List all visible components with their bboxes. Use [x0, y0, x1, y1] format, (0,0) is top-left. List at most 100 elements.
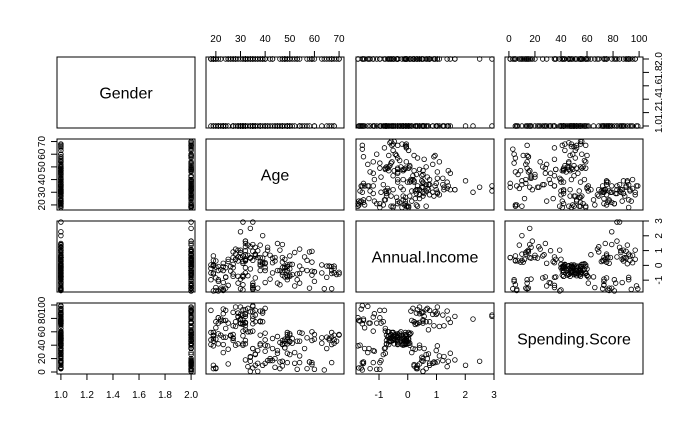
point-age-vs-gender-64	[188, 147, 194, 154]
point-annual-income-vs-age-202	[247, 225, 254, 232]
point-age-vs-spending-score-96	[567, 167, 573, 174]
point-spending-score-vs-annual-income-121	[407, 342, 413, 348]
point-age-vs-spending-score-192	[516, 185, 523, 192]
point-annual-income-vs-age-40	[324, 274, 330, 281]
point-annual-income-vs-age-119	[287, 261, 293, 268]
point-age-vs-annual-income-112	[404, 179, 411, 185]
point-annual-income-vs-spending-score-11	[635, 286, 641, 292]
point-spending-score-vs-annual-income-23	[367, 320, 373, 326]
point-annual-income-vs-age-80	[304, 267, 310, 274]
point-spending-score-vs-age-144	[225, 361, 231, 367]
point-age-vs-spending-score-132	[550, 195, 556, 202]
point-annual-income-vs-spending-score-139	[599, 257, 606, 264]
point-annual-income-vs-spending-score-20	[551, 282, 558, 289]
point-age-vs-spending-score-186	[537, 159, 543, 165]
point-annual-income-vs-spending-score-168	[541, 252, 547, 258]
point-annual-income-vs-gender-204	[188, 219, 194, 225]
point-annual-income-vs-age-187	[232, 246, 239, 252]
y-tick-label-age-2: 40	[37, 174, 48, 186]
point-gender-vs-annual-income-123	[408, 56, 414, 62]
x-tick-label-age-3: 50	[284, 34, 296, 45]
point-annual-income-vs-age-25	[235, 280, 241, 286]
point-age-vs-spending-score-183	[620, 190, 627, 197]
point-age-vs-annual-income-40	[381, 145, 388, 151]
point-age-vs-annual-income-196	[447, 170, 453, 176]
point-annual-income-vs-age-9	[237, 286, 244, 292]
point-age-vs-spending-score-176	[525, 154, 532, 160]
point-age-vs-spending-score-204	[616, 188, 623, 194]
point-annual-income-vs-age-93	[262, 265, 268, 271]
point-annual-income-vs-spending-score-154	[527, 254, 533, 261]
y-tick-label-age-5: 70	[37, 136, 48, 148]
point-spending-score-vs-age-198	[242, 357, 249, 363]
point-spending-score-vs-age-120	[230, 331, 236, 338]
point-annual-income-vs-spending-score-144	[521, 256, 528, 263]
point-spending-score-vs-annual-income-41	[381, 307, 388, 314]
point-annual-income-vs-age-160	[301, 254, 308, 260]
point-spending-score-vs-age-116	[319, 340, 325, 346]
point-age-vs-annual-income-201	[470, 189, 476, 195]
point-age-vs-spending-score-152	[532, 171, 538, 178]
point-age-vs-gender-144	[188, 195, 194, 202]
point-annual-income-vs-spending-score-42	[553, 274, 559, 280]
point-spending-score-vs-age-98	[282, 341, 288, 347]
point-annual-income-vs-age-38	[252, 275, 258, 281]
point-age-vs-spending-score-87	[577, 199, 584, 206]
point-age-vs-annual-income-119	[407, 164, 413, 170]
point-age-vs-annual-income-14	[360, 180, 367, 187]
point-age-vs-spending-score-110	[573, 145, 580, 151]
point-annual-income-vs-spending-score-199	[614, 238, 620, 244]
point-spending-score-vs-gender-164	[188, 351, 194, 358]
point-age-vs-annual-income-31	[374, 200, 380, 207]
point-age-vs-spending-score-30	[511, 151, 517, 157]
point-age-vs-annual-income-45	[382, 197, 389, 203]
point-age-vs-gender-105	[58, 200, 64, 207]
point-gender-vs-annual-income-23	[367, 56, 373, 62]
point-age-vs-annual-income-83	[394, 169, 401, 175]
point-spending-score-vs-annual-income-85	[394, 338, 401, 344]
point-spending-score-vs-gender-193	[58, 308, 64, 314]
point-annual-income-vs-age-27	[250, 280, 256, 286]
x-tick-label-age-0: 20	[210, 34, 222, 45]
point-age-vs-annual-income-87	[397, 199, 403, 206]
point-annual-income-vs-spending-score-162	[512, 253, 519, 259]
x-tick-label-gender-3: 1.6	[132, 390, 146, 401]
point-annual-income-vs-gender-1	[188, 288, 194, 294]
point-annual-income-vs-age-201	[237, 229, 244, 235]
point-annual-income-vs-spending-score-124	[543, 260, 550, 266]
point-age-vs-annual-income-46	[383, 164, 390, 170]
point-spending-score-vs-age-197	[242, 319, 249, 326]
point-age-vs-annual-income-141	[414, 187, 421, 193]
point-age-vs-spending-score-43	[585, 188, 592, 194]
point-gender-vs-spending-score-160	[551, 123, 558, 129]
point-annual-income-vs-age-188	[264, 244, 271, 251]
panel-gender-vs-gender	[56, 56, 196, 129]
point-annual-income-vs-age-195	[250, 241, 256, 248]
point-age-vs-annual-income-146	[416, 166, 423, 173]
point-annual-income-vs-age-94	[242, 265, 249, 271]
point-annual-income-vs-spending-score-193	[624, 242, 631, 248]
point-age-vs-gender-162	[188, 203, 194, 209]
point-spending-score-vs-age-201	[237, 316, 244, 322]
point-age-vs-spending-score-156	[507, 180, 513, 187]
x-tick-label-gender-0: 1.0	[54, 390, 68, 401]
point-spending-score-vs-annual-income-169	[425, 327, 432, 333]
x-tick-label-age-5: 70	[334, 34, 346, 45]
point-age-vs-spending-score-138	[519, 203, 525, 209]
point-annual-income-vs-age-18	[292, 283, 298, 289]
point-age-vs-annual-income-204	[489, 188, 495, 194]
point-spending-score-vs-age-27	[250, 328, 256, 334]
point-age-vs-annual-income-54	[386, 164, 392, 170]
point-spending-score-vs-age-66	[269, 335, 276, 342]
point-spending-score-vs-gender-192	[188, 363, 194, 370]
point-annual-income-vs-gender-201	[58, 229, 64, 235]
point-spending-score-vs-annual-income-197	[447, 319, 453, 326]
point-annual-income-vs-spending-score-160	[551, 254, 558, 260]
point-age-vs-spending-score-193	[624, 179, 631, 185]
point-annual-income-vs-spending-score-49	[560, 273, 567, 280]
point-spending-score-vs-annual-income-201	[470, 316, 476, 322]
point-spending-score-vs-annual-income-135	[413, 310, 420, 316]
point-age-vs-spending-score-85	[566, 166, 572, 173]
point-spending-score-vs-age-105	[215, 341, 222, 347]
diagonal-label-spending-score: Spending.Score	[517, 332, 631, 349]
